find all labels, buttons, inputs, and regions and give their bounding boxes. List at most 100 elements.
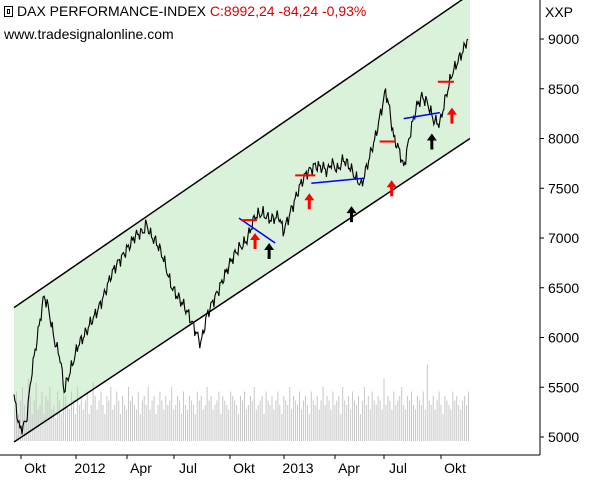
volume-bar [340, 414, 342, 441]
volume-bar [204, 405, 206, 441]
volume-bar [192, 405, 194, 441]
volume-bar [301, 409, 302, 441]
chart-window-icon[interactable] [4, 6, 13, 17]
volume-bar [74, 414, 76, 441]
volume-bar [76, 387, 78, 441]
volume-bar [322, 387, 324, 441]
y-tick-label: 9000 [548, 31, 579, 47]
volume-bar [247, 405, 249, 441]
volume-bar [342, 387, 344, 441]
volume-bar [454, 400, 456, 441]
y-tick-label: 8000 [548, 131, 579, 147]
volume-bar [187, 409, 188, 441]
volume-bar [155, 414, 157, 441]
volume-bar [100, 391, 102, 441]
chart-header: DAX PERFORMANCE-INDEX C:8992,24 -84,24 -… [4, 3, 366, 19]
volume-bar [67, 405, 69, 441]
channel-lower-line [13, 137, 471, 443]
volume-bar [190, 400, 192, 441]
volume-bar [346, 405, 348, 441]
volume-bar [222, 396, 224, 441]
volume-bar [163, 409, 165, 441]
volume-bar [61, 414, 63, 441]
volume-bar [226, 405, 228, 441]
volume-bar [316, 396, 318, 441]
volume-bar [277, 391, 279, 441]
volume-bar [269, 405, 271, 441]
volume-bar [302, 400, 304, 441]
x-tick-label: Okt [233, 460, 255, 476]
volume-bar [458, 405, 460, 441]
volume-bar [118, 400, 120, 441]
volume-bar [21, 387, 23, 441]
volume-bar [177, 396, 179, 441]
volume-bar [334, 405, 336, 441]
volume-bar [106, 396, 108, 441]
volume-bar [397, 400, 399, 441]
volume-bar [295, 400, 297, 441]
volume-bar [450, 409, 452, 441]
quote-readout: C:8992,24 -84,24 -0,93% [209, 3, 367, 19]
volume-bar [63, 382, 65, 441]
volume-bar [112, 409, 114, 441]
volume-bar [137, 391, 139, 441]
volume-bar [265, 391, 267, 441]
red-arrow-icon [250, 233, 261, 250]
volume-bar [80, 396, 82, 441]
volume-bar [452, 391, 454, 441]
volume-bar [185, 405, 186, 441]
volume-bar [257, 405, 259, 441]
x-tick-label: Okt [24, 460, 46, 476]
volume-bar [232, 396, 234, 441]
volume-bar [29, 396, 31, 441]
x-tick-label: 2012 [74, 460, 105, 476]
x-tick-label: Apr [130, 460, 152, 476]
volume-bar [393, 391, 395, 441]
volume-bar [202, 409, 204, 441]
volume-bar [385, 405, 387, 441]
volume-bar [338, 396, 340, 441]
volume-bar [208, 400, 210, 441]
volume-bar [82, 409, 84, 441]
volume-bar [31, 414, 33, 441]
volume-bar [33, 400, 35, 441]
volume-bar [245, 409, 247, 441]
volume-bar [165, 396, 167, 441]
volume-bar [442, 414, 444, 441]
volume-bar [251, 400, 253, 441]
volume-bar [289, 387, 291, 441]
volume-bar [230, 391, 232, 441]
volume-bar [153, 396, 155, 441]
volume-bar [120, 414, 122, 441]
volume-bar [244, 391, 245, 441]
volume-bar [336, 400, 338, 441]
red-arrow-icon [386, 180, 397, 197]
x-tick-label: Apr [338, 460, 360, 476]
black-arrow-icon [346, 206, 357, 223]
volume-bar [363, 387, 365, 441]
volume-bar [175, 405, 177, 441]
volume-bar [460, 409, 462, 441]
volume-bar [399, 396, 401, 441]
volume-bar [159, 391, 161, 441]
volume-bar [181, 414, 183, 441]
volume-bar [224, 400, 226, 441]
volume-bar [194, 414, 196, 441]
volume-bar [141, 400, 143, 441]
volume-bar [367, 396, 369, 441]
volume-bar [403, 405, 405, 441]
volume-bar [440, 405, 442, 441]
black-arrow-icon [426, 133, 437, 150]
volume-bar [110, 387, 112, 441]
volume-bar [39, 405, 41, 441]
volume-bar [424, 409, 426, 441]
volume-bar [320, 400, 322, 441]
volume-bar [86, 391, 88, 441]
volume-bar [220, 414, 222, 441]
volume-bar [426, 364, 428, 441]
volume-bar [326, 396, 328, 441]
volume-bar [27, 378, 29, 441]
volume-bar [238, 414, 240, 441]
